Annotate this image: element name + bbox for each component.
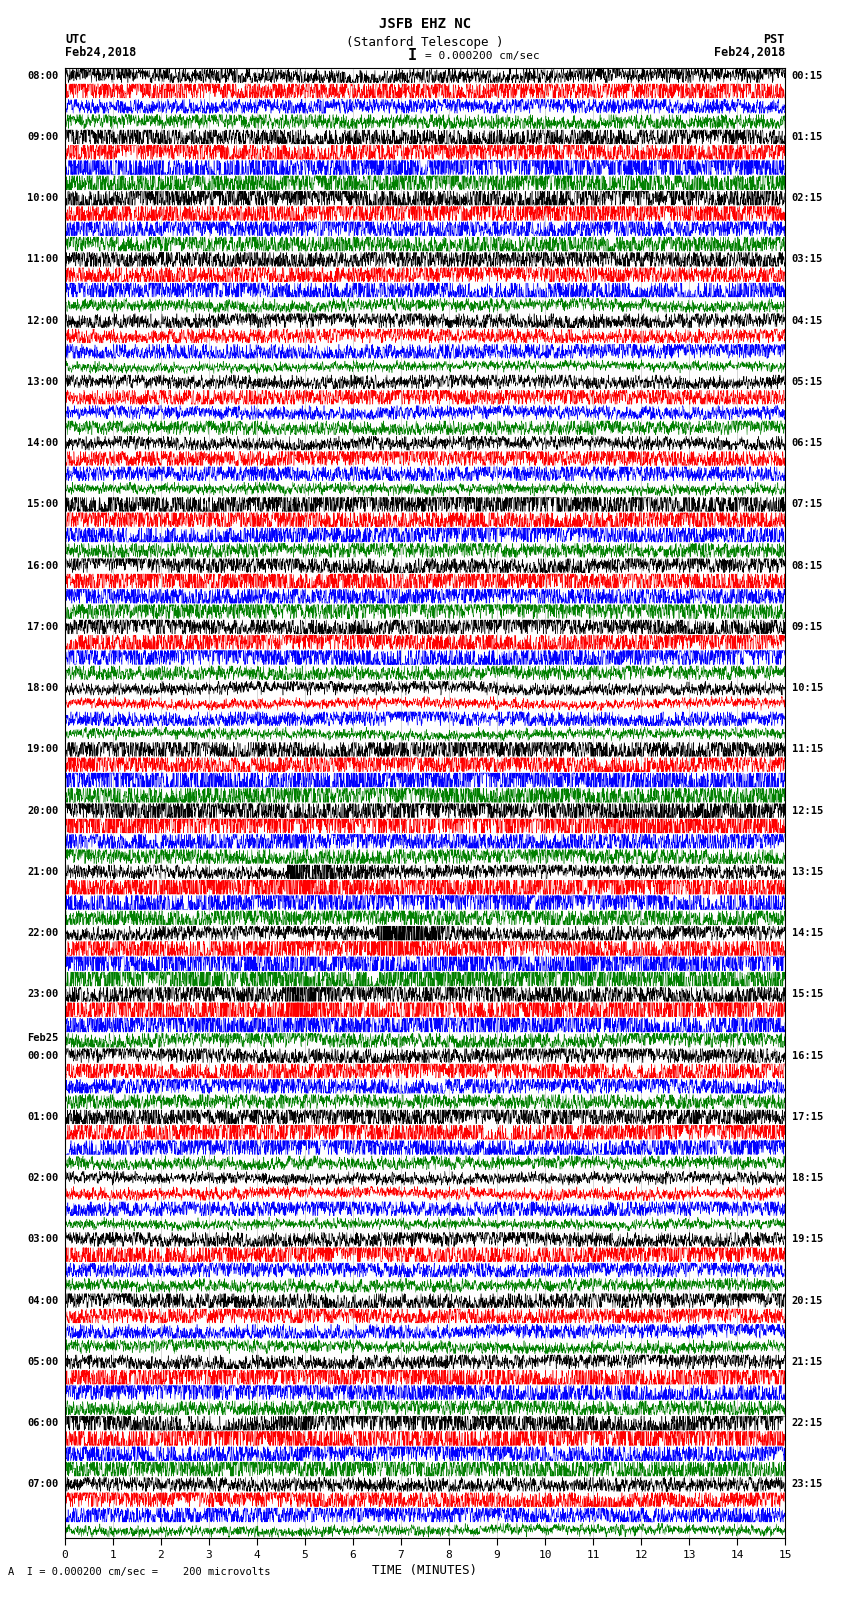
Text: 17:00: 17:00 [27,623,58,632]
Text: 05:00: 05:00 [27,1357,58,1366]
Text: 13:00: 13:00 [27,377,58,387]
Text: I: I [407,48,416,63]
Text: 11:15: 11:15 [792,745,823,755]
Text: 05:15: 05:15 [792,377,823,387]
Text: 12:15: 12:15 [792,805,823,816]
Text: 09:00: 09:00 [27,132,58,142]
Text: Feb24,2018: Feb24,2018 [65,47,136,60]
Text: 19:15: 19:15 [792,1234,823,1244]
Text: 22:15: 22:15 [792,1418,823,1428]
Text: 23:15: 23:15 [792,1479,823,1489]
Text: 20:15: 20:15 [792,1295,823,1305]
Text: 17:15: 17:15 [792,1111,823,1123]
Text: 08:00: 08:00 [27,71,58,81]
Text: 19:00: 19:00 [27,745,58,755]
Text: 03:00: 03:00 [27,1234,58,1244]
Text: 04:15: 04:15 [792,316,823,326]
Text: PST: PST [763,32,785,45]
Text: 11:00: 11:00 [27,255,58,265]
X-axis label: TIME (MINUTES): TIME (MINUTES) [372,1565,478,1578]
Text: 20:00: 20:00 [27,805,58,816]
Text: JSFB EHZ NC: JSFB EHZ NC [379,16,471,31]
Text: 09:15: 09:15 [792,623,823,632]
Text: 16:00: 16:00 [27,561,58,571]
Text: 13:15: 13:15 [792,866,823,877]
Text: 07:15: 07:15 [792,500,823,510]
Text: 10:15: 10:15 [792,684,823,694]
Text: 02:15: 02:15 [792,194,823,203]
Text: 14:15: 14:15 [792,927,823,939]
Text: (Stanford Telescope ): (Stanford Telescope ) [346,37,504,50]
Text: 08:15: 08:15 [792,561,823,571]
Text: 00:00: 00:00 [27,1050,58,1061]
Text: 16:15: 16:15 [792,1050,823,1061]
Text: 04:00: 04:00 [27,1295,58,1305]
Text: Feb24,2018: Feb24,2018 [714,47,785,60]
Text: 06:00: 06:00 [27,1418,58,1428]
Text: 03:15: 03:15 [792,255,823,265]
Text: 10:00: 10:00 [27,194,58,203]
Text: 18:15: 18:15 [792,1173,823,1184]
Text: 01:15: 01:15 [792,132,823,142]
Text: 21:00: 21:00 [27,866,58,877]
Text: 06:15: 06:15 [792,439,823,448]
Text: 15:00: 15:00 [27,500,58,510]
Text: 00:15: 00:15 [792,71,823,81]
Text: 21:15: 21:15 [792,1357,823,1366]
Text: 22:00: 22:00 [27,927,58,939]
Text: 14:00: 14:00 [27,439,58,448]
Text: UTC: UTC [65,32,87,45]
Text: 02:00: 02:00 [27,1173,58,1184]
Text: 07:00: 07:00 [27,1479,58,1489]
Text: 23:00: 23:00 [27,989,58,1000]
Text: = 0.000200 cm/sec: = 0.000200 cm/sec [425,50,540,61]
Text: 01:00: 01:00 [27,1111,58,1123]
Text: 12:00: 12:00 [27,316,58,326]
Text: 18:00: 18:00 [27,684,58,694]
Text: A  I = 0.000200 cm/sec =    200 microvolts: A I = 0.000200 cm/sec = 200 microvolts [8,1566,271,1578]
Text: 15:15: 15:15 [792,989,823,1000]
Text: Feb25: Feb25 [27,1032,58,1042]
